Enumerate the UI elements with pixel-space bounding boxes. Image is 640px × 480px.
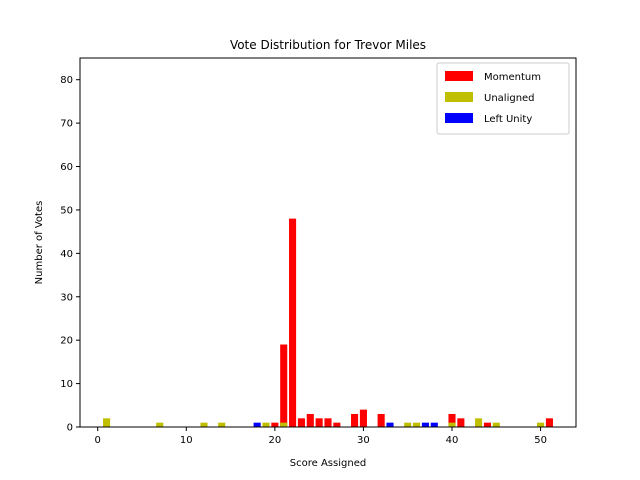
bar-unaligned-45 [492, 422, 500, 427]
y-tick-label: 80 [60, 75, 73, 86]
bar-momentum-26 [324, 418, 332, 427]
bar-momentum-32 [377, 413, 385, 427]
bar-momentum-41 [457, 418, 465, 427]
bar-momentum-21 [280, 344, 288, 427]
y-tick-label: 30 [60, 292, 73, 303]
bar-unaligned-19 [262, 422, 270, 427]
bar-momentum-25 [315, 418, 323, 427]
bar-left-unity-38 [430, 422, 438, 427]
bar-unaligned-1 [103, 418, 111, 427]
x-axis-title: Score Assigned [290, 458, 366, 469]
bar-unaligned-35 [404, 422, 412, 427]
bar-momentum-51 [545, 418, 553, 427]
legend-label-momentum: Momentum [484, 72, 541, 83]
bar-unaligned-14 [218, 422, 226, 427]
legend-label-unaligned: Unaligned [484, 93, 535, 104]
bar-unaligned-40 [448, 422, 456, 427]
legend-swatch-unaligned [445, 92, 473, 102]
bar-unaligned-36 [413, 422, 421, 427]
bars-group [103, 218, 553, 427]
bar-momentum-20 [271, 422, 279, 427]
y-tick-label: 10 [60, 379, 73, 390]
legend-label-left-unity: Left Unity [484, 114, 532, 125]
chart-title: Vote Distribution for Trevor Miles [230, 38, 426, 52]
bar-unaligned-12 [200, 422, 208, 427]
bar-momentum-22 [289, 218, 297, 427]
bar-momentum-30 [359, 409, 367, 427]
bar-left-unity-37 [421, 422, 429, 427]
x-tick-label: 20 [268, 435, 281, 446]
axes-frame [79, 57, 577, 428]
y-tick-label: 40 [60, 249, 73, 260]
x-tick-label: 50 [534, 435, 547, 446]
x-tick-label: 40 [446, 435, 459, 446]
bar-momentum-27 [333, 422, 341, 427]
bar-momentum-23 [297, 418, 305, 427]
x-tick-label: 0 [95, 435, 101, 446]
y-tick-label: 20 [60, 336, 73, 347]
legend: Momentum Unaligned Left Unity [436, 62, 570, 135]
bar-left-unity-33 [386, 422, 394, 427]
y-axis-title: Number of Votes [34, 201, 45, 285]
bar-unaligned-7 [156, 422, 164, 427]
y-tick-label: 50 [60, 205, 73, 216]
bar-left-unity-18 [253, 422, 261, 427]
bar-unaligned-43 [475, 418, 483, 427]
bar-momentum-24 [306, 413, 314, 427]
bar-unaligned-50 [537, 422, 545, 427]
axes-group: 0 10 20 30 40 50 0 10 20 30 40 50 60 70 80 [60, 57, 577, 446]
bar-momentum-44 [483, 422, 491, 427]
bar-momentum-29 [351, 413, 359, 427]
x-tick-label: 10 [180, 435, 193, 446]
bar-momentum-40 [448, 413, 456, 427]
bar-unaligned-21 [280, 422, 288, 427]
y-tick-label: 70 [60, 119, 73, 130]
y-tick-label: 60 [60, 162, 73, 173]
x-tick-label: 30 [357, 435, 370, 446]
y-tick-label: 0 [67, 423, 73, 434]
legend-swatch-momentum [445, 71, 473, 81]
legend-swatch-left-unity [445, 113, 473, 123]
